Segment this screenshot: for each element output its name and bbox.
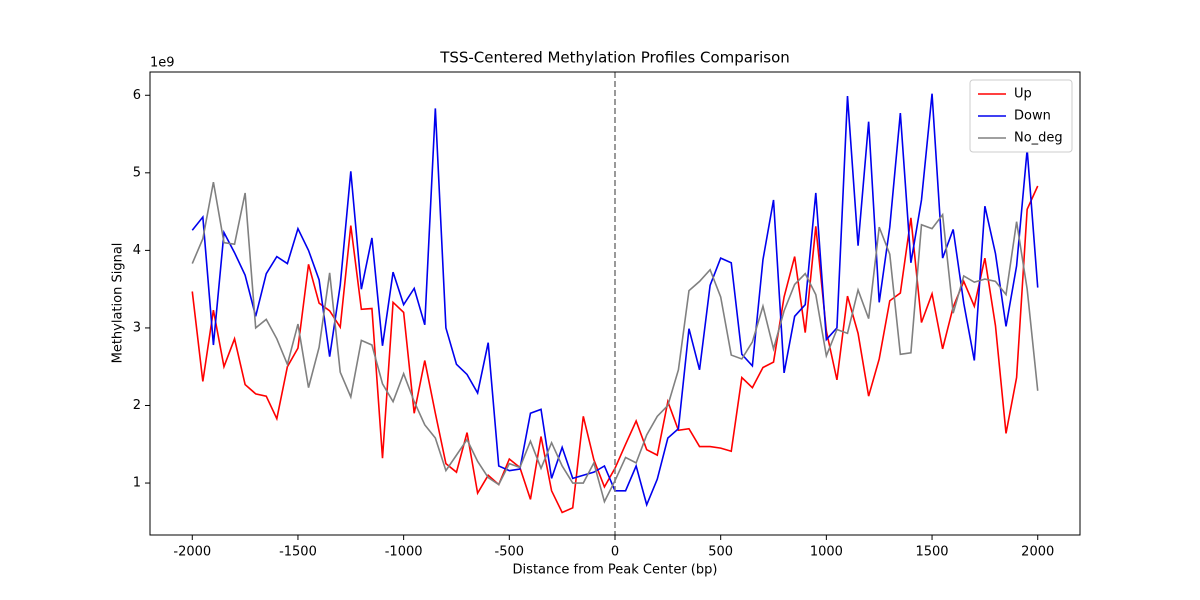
y-tick-label: 3 — [133, 320, 141, 335]
y-tick-label: 4 — [133, 243, 141, 258]
plot-frame — [149, 71, 1081, 536]
legend-label: Down — [1014, 109, 1051, 124]
x-tick-label: 0 — [611, 545, 619, 560]
x-tick-label: 1000 — [810, 545, 843, 560]
y-axis-label: Methylation Signal — [111, 243, 126, 364]
chart-title: TSS-Centered Methylation Profiles Compar… — [439, 49, 790, 67]
y-offset-label: 1e9 — [150, 56, 175, 71]
legend-label: Up — [1014, 87, 1032, 102]
x-tick-label: 1500 — [915, 545, 948, 560]
x-axis-label: Distance from Peak Center (bp) — [513, 563, 718, 578]
y-tick-label: 1 — [133, 476, 141, 491]
legend-box — [969, 79, 1073, 153]
x-tick-label: 500 — [708, 545, 733, 560]
x-tick-label: -1000 — [385, 545, 423, 560]
legend-label: No_deg — [1014, 131, 1063, 146]
y-tick-label: 6 — [133, 88, 141, 103]
x-tick-label: -1500 — [279, 545, 317, 560]
x-tick-label: 2000 — [1021, 545, 1054, 560]
x-tick-label: -2000 — [173, 545, 211, 560]
y-tick-label: 2 — [133, 398, 141, 413]
x-tick-label: -500 — [495, 545, 525, 560]
y-tick-label: 5 — [133, 165, 141, 180]
